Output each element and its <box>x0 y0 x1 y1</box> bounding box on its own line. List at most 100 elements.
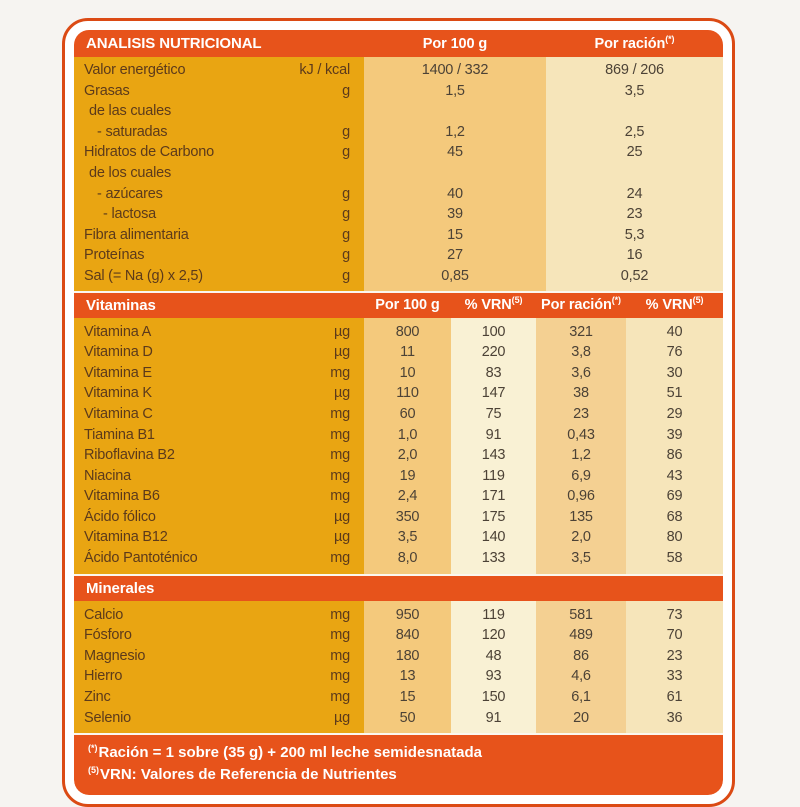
value-per100g: 27 <box>447 247 463 264</box>
value-col1: 11 <box>400 344 415 361</box>
row-label: Vitamina B6 <box>84 488 160 505</box>
footnotes-band: (*)Ración = 1 sobre (35 g) + 200 ml lech… <box>74 733 723 795</box>
energy-section: Valor energético kJ / kcal 1400 / 332 869 /… <box>74 57 723 291</box>
minerals-header-band: Minerales <box>74 573 723 601</box>
value-col1: 840 <box>395 627 420 644</box>
row-unit: g <box>342 185 350 202</box>
vrn-per100g-label: % VRN <box>464 297 512 314</box>
row-unit: g <box>342 247 350 264</box>
value-col2: 75 <box>485 405 502 422</box>
value-col1: 110 <box>396 385 419 402</box>
value-col3: 321 <box>569 323 593 340</box>
table-row: - saturadas g 1,2 2,5 <box>74 122 723 143</box>
value-col1: 10 <box>399 364 416 381</box>
value-racion: 2,5 <box>624 123 645 140</box>
table-row: Vitamina D µg 11 220 3,8 76 <box>74 342 723 363</box>
value-col3: 86 <box>573 647 589 664</box>
row-label: Selenio <box>84 709 131 726</box>
value-col2: 133 <box>481 550 506 567</box>
value-col4: 76 <box>666 344 683 361</box>
table-row: Niacina mg 19 119 6,9 43 <box>74 466 723 487</box>
table-row: Hidratos de Carbono g 45 25 <box>74 142 723 163</box>
row-label: - saturadas <box>97 123 168 140</box>
table-row: Sal (= Na (g) x 2,5) g 0,85 0,52 <box>74 266 723 287</box>
row-unit: mg <box>330 668 350 685</box>
vit-racion-superscript: (*) <box>611 295 621 306</box>
table-row: Ácido fólico µg 350 175 135 68 <box>74 507 723 528</box>
value-per100g: 1400 / 332 <box>421 62 489 78</box>
value-col3: 38 <box>573 385 589 402</box>
row-label: de las cuales <box>89 103 172 120</box>
value-col1: 800 <box>395 323 420 340</box>
value-col4: 80 <box>666 529 683 546</box>
value-col2: 119 <box>482 606 505 623</box>
row-unit: µg <box>333 508 350 525</box>
nutrition-label-card: ANALISIS NUTRICIONAL Por 100 g Por ració… <box>62 18 735 807</box>
value-col3: 1,2 <box>571 447 591 464</box>
value-col1: 180 <box>395 647 420 664</box>
row-unit: mg <box>330 405 350 422</box>
row-label: Vitamina A <box>84 323 152 340</box>
value-col2: 91 <box>485 709 502 726</box>
value-col4: 51 <box>666 385 683 402</box>
table-title: ANALISIS NUTRICIONAL <box>86 35 262 52</box>
row-label: Vitamina D <box>84 344 153 361</box>
value-racion: 25 <box>626 144 643 161</box>
row-unit <box>286 163 364 184</box>
row-label: Valor energético <box>84 62 186 78</box>
value-col4: 43 <box>666 467 683 484</box>
value-col2: 48 <box>485 647 502 664</box>
table-row: Vitamina B6 mg 2,4 171 0,96 69 <box>74 486 723 507</box>
row-unit: g <box>342 82 350 99</box>
value-col1: 8,0 <box>397 550 418 567</box>
table-row: Valor energético kJ / kcal 1400 / 332 869 /… <box>74 60 723 81</box>
vrn-per100g-superscript: (5) <box>511 295 523 306</box>
column-header-per100g-label: Por 100 g <box>422 35 488 52</box>
row-label: Vitamina E <box>84 364 152 381</box>
value-col4: 36 <box>666 709 683 726</box>
row-unit: kJ / kcal <box>299 62 350 78</box>
value-racion: 24 <box>626 185 643 202</box>
vit-racion-label: Por ración <box>541 297 612 314</box>
row-label: Vitamina K <box>84 385 152 402</box>
row-unit: g <box>342 144 350 161</box>
value-col2: 83 <box>485 364 502 381</box>
row-label: Hierro <box>84 668 123 685</box>
row-label: Ácido fólico <box>84 508 156 525</box>
row-unit: mg <box>330 689 350 706</box>
footnote-vrn: (5)VRN: Valores de Referencia de Nutrien… <box>88 764 709 786</box>
row-unit: µg <box>333 385 350 402</box>
value-col2: 93 <box>485 668 502 685</box>
table-row: Hierro mg 13 93 4,6 33 <box>74 666 723 687</box>
row-label: Fósforo <box>84 627 132 644</box>
table-row: de los cuales <box>74 163 723 184</box>
value-col2: 143 <box>481 447 506 464</box>
value-per100g: 40 <box>447 185 463 202</box>
row-unit: mg <box>330 364 350 381</box>
value-col1: 3,5 <box>397 529 418 546</box>
value-col4: 40 <box>666 323 683 340</box>
value-col2: 220 <box>481 344 506 361</box>
column-header-racion: Por ración(*) <box>546 34 723 51</box>
row-unit: µg <box>333 344 350 361</box>
value-col2: 100 <box>481 323 506 340</box>
value-col2: 119 <box>482 467 505 484</box>
value-col1: 60 <box>399 405 416 422</box>
row-unit: mg <box>330 627 350 644</box>
vrn-racion-superscript: (5) <box>692 295 704 306</box>
column-header-per100g: Por 100 g <box>364 36 546 52</box>
table-row: Grasas g 1,5 3,5 <box>74 81 723 102</box>
value-col4: 70 <box>666 627 683 644</box>
row-unit <box>286 101 364 122</box>
value-col4: 29 <box>666 405 683 422</box>
value-col2: 91 <box>485 426 502 443</box>
table-row: Selenio µg 50 91 20 36 <box>74 708 723 729</box>
value-col3: 6,1 <box>571 689 591 706</box>
vitamins-section: Vitamina A µg 800 100 321 40 Vitamina D µg 11 220… <box>74 317 723 574</box>
table-row: Riboflavina B2 mg 2,0 143 1,2 86 <box>74 445 723 466</box>
value-col3: 3,6 <box>571 364 591 381</box>
row-unit: g <box>342 206 350 223</box>
minerals-section: Calcio mg 950 119 581 73 Fósforo mg 840 120 489 70 M… <box>74 600 723 734</box>
value-col1: 2,4 <box>397 488 418 505</box>
row-unit: mg <box>330 426 350 443</box>
